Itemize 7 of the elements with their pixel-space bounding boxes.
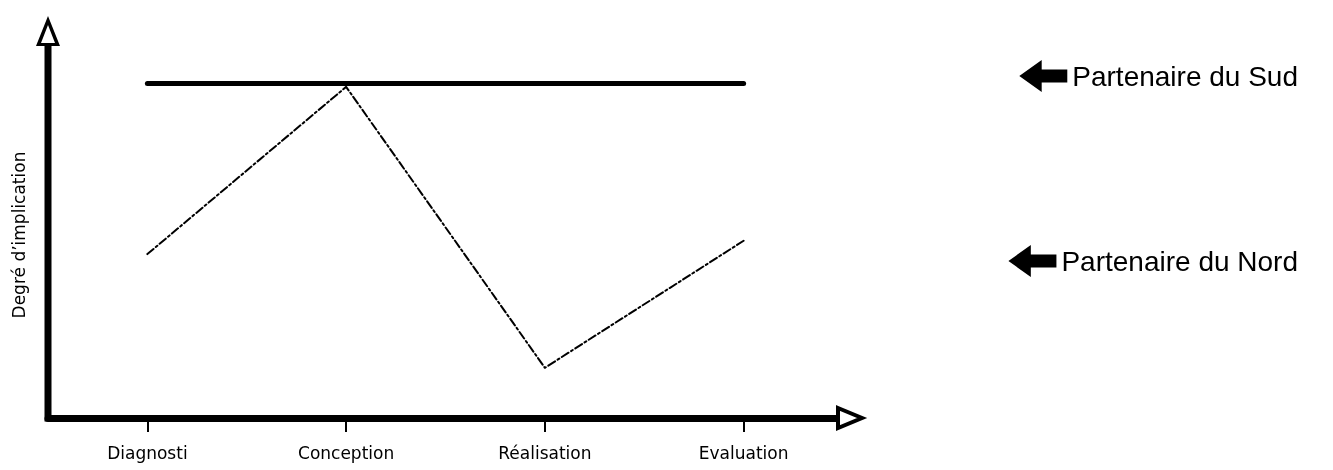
x-tick-label: Réalisation xyxy=(498,442,592,463)
x-tick-label: Diagnosti xyxy=(107,442,188,463)
x-tick-label: Conception xyxy=(298,442,395,463)
y-axis-title: Degré d’implication xyxy=(8,151,29,319)
legend-label: Partenaire du Nord xyxy=(1061,245,1298,277)
x-tick-label: Evaluation xyxy=(698,442,789,463)
legend-label: Partenaire du Sud xyxy=(1072,60,1299,92)
